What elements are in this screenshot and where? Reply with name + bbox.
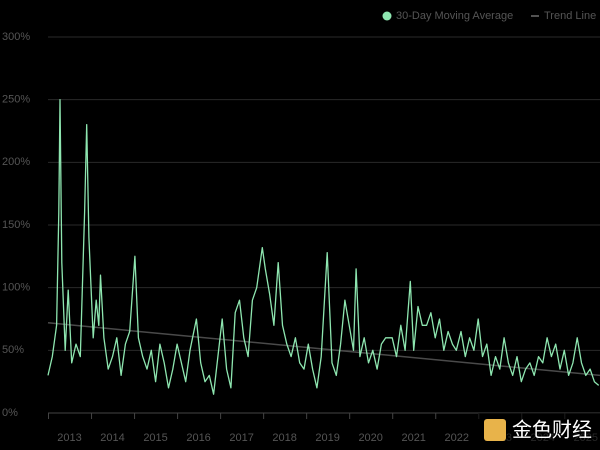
y-tick-label: 0% bbox=[2, 407, 18, 419]
x-tick-label: 2022 bbox=[444, 432, 468, 444]
y-tick-label: 100% bbox=[2, 282, 30, 294]
legend-marker bbox=[382, 11, 392, 21]
y-tick-label: 150% bbox=[2, 219, 30, 231]
y-tick-label: 250% bbox=[2, 94, 30, 106]
y-tick-label: 50% bbox=[2, 344, 24, 356]
x-tick-label: 2016 bbox=[186, 432, 210, 444]
legend: 30-Day Moving Average Trend Line bbox=[382, 10, 596, 22]
watermark: 金色财经 bbox=[512, 418, 592, 442]
x-tick-label: 2019 bbox=[315, 432, 339, 444]
x-tick-label: 2017 bbox=[229, 432, 253, 444]
legend-label: Trend Line bbox=[544, 10, 596, 22]
y-tick-label: 300% bbox=[2, 31, 30, 43]
x-tick-label: 2015 bbox=[143, 432, 167, 444]
series-line bbox=[47, 99, 600, 395]
x-tick-label: 2020 bbox=[358, 432, 382, 444]
y-tick-label: 200% bbox=[2, 156, 30, 168]
x-tick-label: 2014 bbox=[100, 432, 124, 444]
x-tick-label: 2013 bbox=[57, 432, 81, 444]
x-tick-label: 2021 bbox=[401, 432, 425, 444]
legend-label: 30-Day Moving Average bbox=[396, 10, 513, 22]
x-tick-label: 2018 bbox=[272, 432, 296, 444]
watermark-logo bbox=[484, 419, 506, 441]
series-line bbox=[47, 322, 600, 377]
